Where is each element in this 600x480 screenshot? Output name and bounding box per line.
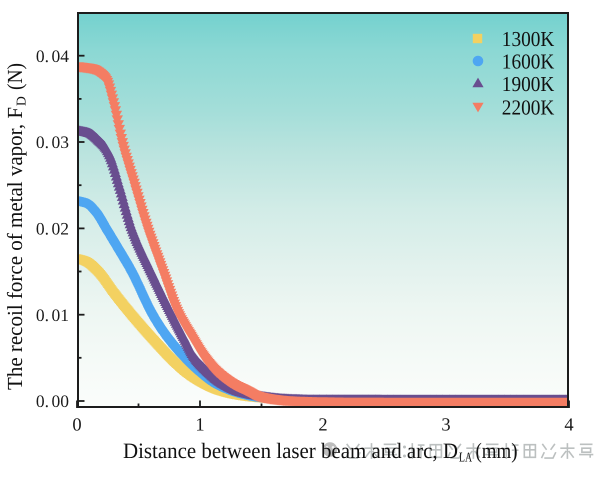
svg-text:3: 3 — [441, 416, 450, 436]
svg-text:4: 4 — [564, 416, 573, 436]
svg-text:0.00: 0. 00 — [36, 391, 69, 411]
svg-text:Distance between laser beam an: Distance between laser beam and arc, D — [123, 438, 458, 463]
svg-text:0.03: 0. 03 — [36, 132, 69, 152]
svg-text:LA: LA — [459, 450, 472, 465]
svg-text:0.04: 0. 04 — [36, 46, 69, 66]
svg-text:0.01: 0. 01 — [36, 305, 69, 325]
svg-text:2200K: 2200K — [502, 95, 555, 119]
svg-text:1900K: 1900K — [502, 72, 555, 96]
svg-text:D: D — [14, 96, 29, 106]
svg-text:0.02: 0. 02 — [36, 219, 69, 239]
svg-text:(N): (N) — [3, 63, 27, 90]
svg-text:0: 0 — [72, 416, 81, 436]
svg-text:2: 2 — [318, 416, 327, 436]
svg-text:(mm): (mm) — [476, 438, 518, 463]
svg-text:The recoil force of metal vapo: The recoil force of metal vapor, F — [3, 107, 27, 390]
svg-text:1300K: 1300K — [502, 27, 555, 51]
svg-text:1600K: 1600K — [502, 49, 555, 73]
svg-text:1: 1 — [195, 416, 204, 436]
